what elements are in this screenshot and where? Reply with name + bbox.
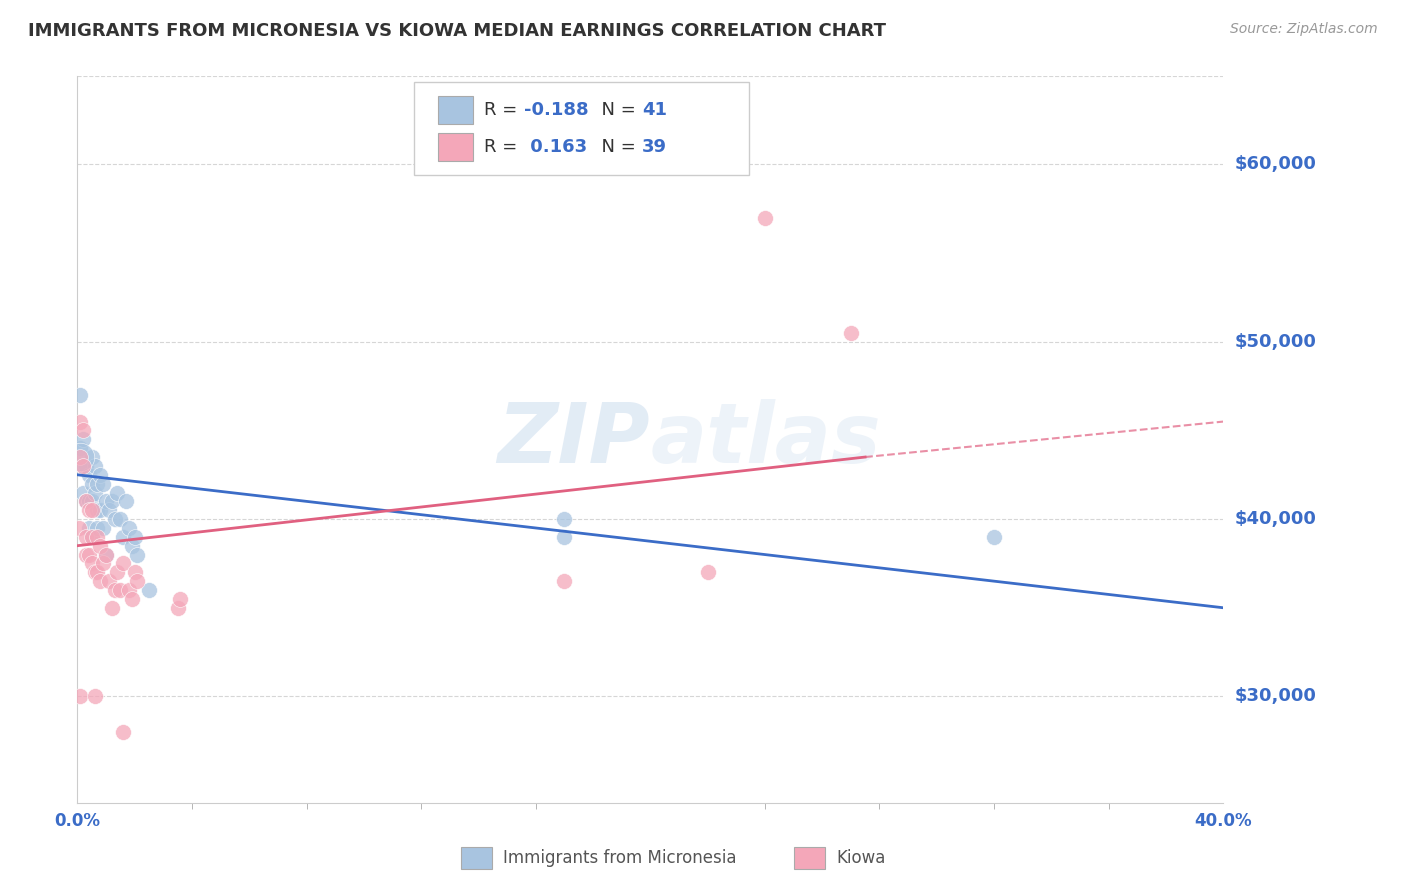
Point [553,530,575,544]
Point [553,512,575,526]
Point [67,521,90,535]
Point [80,530,103,544]
Point [69,690,91,704]
Text: IMMIGRANTS FROM MICRONESIA VS KIOWA MEDIAN EARNINGS CORRELATION CHART: IMMIGRANTS FROM MICRONESIA VS KIOWA MEDI… [28,22,886,40]
Point [69,388,91,402]
Point [80,503,103,517]
Point [77,494,100,508]
Point [86,476,108,491]
Text: R =: R = [484,138,529,156]
Text: Immigrants from Micronesia: Immigrants from Micronesia [503,849,737,867]
Point [89,467,111,482]
Text: $30,000: $30,000 [1234,688,1316,706]
Point [100,600,122,615]
Point [86,521,108,535]
Point [69,450,91,464]
Point [75,530,97,544]
Point [121,591,143,606]
Text: ZIP: ZIP [498,399,651,480]
Text: 41: 41 [643,101,666,120]
Point [80,530,103,544]
Point [72,458,94,473]
Point [103,582,125,597]
Point [169,591,191,606]
Point [94,548,117,562]
Point [118,521,141,535]
Point [83,485,105,500]
Point [83,690,105,704]
Point [80,557,103,571]
Point [166,600,188,615]
Point [86,503,108,517]
Point [138,582,160,597]
Point [77,521,100,535]
Point [72,485,94,500]
Point [107,485,129,500]
Text: N =: N = [591,101,641,120]
Point [89,503,111,517]
Point [115,494,138,508]
Point [94,548,117,562]
Point [112,557,135,571]
Point [89,539,111,553]
Point [97,574,120,589]
Point [97,503,120,517]
Point [91,521,114,535]
Text: $50,000: $50,000 [1234,333,1316,351]
Text: -0.188: -0.188 [524,101,588,120]
Point [86,530,108,544]
Point [91,557,114,571]
Text: $60,000: $60,000 [1234,155,1316,173]
Point [75,494,97,508]
Point [77,548,100,562]
Point [839,326,862,340]
Point [983,530,1005,544]
Point [69,450,91,464]
Text: 39: 39 [643,138,666,156]
Point [80,450,103,464]
Point [124,530,146,544]
Point [75,458,97,473]
Point [80,494,103,508]
Point [72,424,94,438]
Point [89,574,111,589]
Point [127,574,149,589]
Point [107,566,129,580]
Text: Kiowa: Kiowa [837,849,886,867]
Point [124,566,146,580]
Point [86,566,108,580]
Point [77,467,100,482]
Point [83,458,105,473]
Text: atlas: atlas [651,399,882,480]
Point [754,211,776,225]
Point [75,548,97,562]
Point [696,566,718,580]
Point [100,494,122,508]
Text: 0.163: 0.163 [524,138,586,156]
Point [72,432,94,446]
Point [69,415,91,429]
Point [80,476,103,491]
Text: $40,000: $40,000 [1234,510,1316,528]
Point [553,574,575,589]
Point [110,582,132,597]
Point [75,494,97,508]
Text: R =: R = [484,101,523,120]
Point [69,441,91,455]
Point [91,476,114,491]
Point [103,512,125,526]
Point [83,566,105,580]
Point [77,503,100,517]
Point [112,724,135,739]
Text: Source: ZipAtlas.com: Source: ZipAtlas.com [1230,22,1378,37]
Point [127,548,149,562]
Text: N =: N = [591,138,641,156]
Point [72,458,94,473]
Point [110,512,132,526]
Point [118,582,141,597]
Point [94,494,117,508]
Point [121,539,143,553]
Point [112,530,135,544]
